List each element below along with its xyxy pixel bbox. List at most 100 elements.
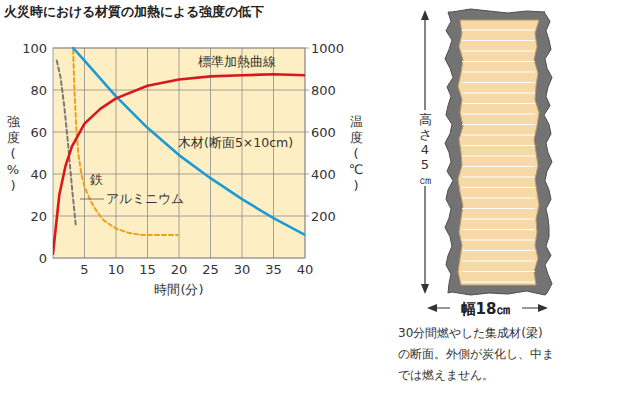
lamination-line [462,61,535,62]
lamination-line [462,29,535,30]
height-label-char: 4 [421,142,429,157]
y2-tick [305,132,309,133]
x-grid-line [210,48,211,258]
y2-tick-label: 800 [311,83,336,98]
arrow-head [421,10,429,20]
lamination-line [462,124,535,125]
lamination-line [462,103,535,104]
y2-tick [305,174,309,175]
leader-line [80,199,104,200]
lamination-line [462,50,535,51]
x-axis-label: 時間(分) [154,282,203,297]
lamination-line [462,166,535,167]
axis-label-char: ) [353,178,358,193]
lamination-line [462,113,535,114]
y-tick-label: 0 [39,251,47,266]
y2-tick-label: 600 [311,125,336,140]
axis-label-char: 度 [350,130,363,145]
lamination-line [462,155,535,156]
lamination-line [462,281,535,282]
y2-axis-label: 温度(℃) [349,114,364,193]
height-label-char: 高 [419,112,432,127]
lamination-line [462,82,535,83]
arrow-head [421,284,429,294]
lamination-line [462,271,535,272]
lamination-line [462,229,535,230]
y2-tick-label: 200 [311,209,336,224]
y2-tick-label: 400 [311,167,336,182]
lamination-line [462,250,535,251]
x-tick-label: 15 [139,262,156,277]
lamination-line [462,187,535,188]
x-grid-line [84,48,85,258]
x-tick-label: 10 [108,262,125,277]
arrow-head [538,304,548,312]
y2-tick [305,48,309,49]
lamination-line [462,197,535,198]
canvas: 火災時における材質の加熱による強度の低下51015202530354002040… [0,0,627,393]
y-axis-label: 強度(%) [7,114,20,193]
arrow-head [427,304,437,312]
x-tick-label: 25 [202,262,219,277]
axis-label-char: % [7,162,19,177]
height-label-char: ㎝ [419,172,432,187]
axis-label-char: ( [353,146,358,161]
series-label: 木材(断面5×10cm) [178,135,293,150]
plot-background [53,48,305,258]
lamination-line [462,208,535,209]
height-label: 高さ45㎝ [419,112,432,187]
y-tick-label: 100 [22,41,47,56]
x-grid-line [147,48,148,258]
plot-frame [53,48,305,258]
y2-tick [305,216,309,217]
title: 火災時における材質の加熱による強度の低下 [3,4,264,19]
x-grid-line [242,48,243,258]
y-tick-label: 40 [30,167,47,182]
y2-tick [305,90,309,91]
axis-label-char: ℃ [349,162,364,177]
x-grid-line [116,48,117,258]
caption-line: 30分間燃やした集成材(梁) [398,326,543,340]
caption-line: では燃えません。 [398,368,494,382]
axis-label-char: 強 [7,114,20,129]
x-tick-label: 5 [80,262,88,277]
lamination-line [462,40,535,41]
lamination-line [462,260,535,261]
series-line [53,74,305,254]
wood-core [458,20,539,285]
lamination-line [462,218,535,219]
lamination-line [462,145,535,146]
x-tick-label: 20 [171,262,188,277]
series-line [73,50,178,235]
axis-label-char: ( [10,146,15,161]
label-bg [417,110,433,186]
caption-line: の断面。外側が炭化し、中ま [398,347,554,361]
x-tick-label: 40 [297,262,314,277]
lamination-line [462,239,535,240]
series-line [73,48,305,235]
series-group [53,48,305,254]
y-grid-line [53,132,305,133]
series-label: 標準加熱曲線 [198,54,276,69]
label-bg [450,298,522,318]
y2-tick-label: 1000 [311,41,344,56]
axis-label-char: 温 [350,114,363,129]
series-label: アルミニウム [106,191,184,206]
height-label-char: 5 [421,157,429,172]
x-grid-line [273,48,274,258]
series-label: 鉄 [90,172,103,187]
x-tick-label: 35 [265,262,282,277]
lamination-line [462,134,535,135]
y-tick-label: 60 [30,125,47,140]
y-tick-label: 20 [30,209,47,224]
width-label: 幅18㎝ [461,300,512,318]
axis-label-char: 度 [7,130,20,145]
y-grid-line [53,90,305,91]
lamination-line [462,176,535,177]
y-tick-label: 80 [30,83,47,98]
height-label-char: さ [419,127,432,142]
lamination-line [462,71,535,72]
x-tick-label: 30 [234,262,251,277]
charred-layer [445,9,552,295]
lamination-line [462,92,535,93]
